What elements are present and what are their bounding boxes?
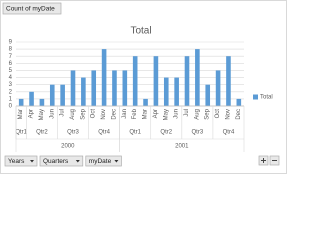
y-tick-label: 7 [9, 54, 13, 60]
dropdown-arrow [75, 160, 80, 163]
y-tick-label: 8 [9, 47, 13, 53]
legend-label: Total [260, 95, 273, 101]
bar [236, 98, 242, 106]
x-tick-label: Sep [80, 108, 86, 119]
x-tick-label: May [163, 109, 169, 120]
quarter-label: Qtr4 [98, 130, 110, 136]
quarter-label: Qtr2 [36, 130, 48, 136]
x-tick-label: Aug [194, 109, 200, 120]
bar [226, 56, 231, 106]
bar [132, 56, 138, 106]
y-tick-label: 4 [9, 75, 13, 81]
field-button[interactable]: Quarters [39, 155, 84, 167]
x-tick-label: Jan [122, 109, 128, 119]
x-tick-label: Sep [205, 108, 211, 119]
y-tick-label: 6 [9, 61, 13, 67]
x-tick-label: Oct [215, 109, 221, 119]
x-tick-label: Dec [236, 109, 242, 120]
bar [143, 98, 148, 106]
chart-title: Total [130, 26, 151, 37]
bar [184, 56, 190, 106]
bar [29, 91, 34, 106]
year-label: 2000 [61, 144, 75, 150]
x-tick-label: Aug [70, 109, 76, 120]
x-tick-label: Mar [18, 109, 24, 119]
field-button-box [85, 155, 122, 167]
x-tick-label: Jul [184, 109, 190, 117]
chart-area [0, 0, 287, 174]
bar [18, 98, 24, 106]
x-tick-label: Jun [49, 109, 55, 119]
legend-swatch [253, 94, 258, 100]
x-tick-label: Mar [143, 109, 149, 119]
x-tick-label: Jun [174, 109, 180, 119]
page: Count of myDate Total Years Quarters myDat… [0, 0, 288, 175]
x-tick-label: Oct [91, 109, 97, 119]
x-tick-label: Nov [101, 109, 107, 120]
bar [112, 70, 117, 106]
year-label: 2001 [175, 144, 189, 150]
y-tick-label: 3 [9, 82, 13, 88]
bar [101, 49, 107, 106]
field-button-box [39, 155, 84, 167]
x-tick-label: Dec [111, 109, 117, 120]
bar [81, 77, 86, 106]
quarter-label: Qtr1 [15, 130, 27, 136]
value-button-box [2, 2, 62, 15]
x-tick-label: Apr [29, 109, 35, 118]
chart: Count of myDate Total Years Quarters myDat… [0, 0, 287, 174]
x-tick-label: Feb [132, 108, 138, 119]
field-button[interactable]: Years [4, 155, 38, 167]
quarter-label: Qtr2 [160, 130, 172, 136]
y-tick-label: 9 [9, 40, 13, 46]
y-tick-label: 5 [9, 68, 13, 74]
bar [153, 56, 159, 106]
field-button-label: Quarters [43, 158, 69, 165]
quarter-label: Qtr1 [129, 130, 141, 136]
bar [91, 70, 97, 106]
bar [70, 70, 76, 106]
x-tick-label: Jul [60, 109, 66, 117]
quarter-label: Qtr3 [192, 130, 204, 136]
plus-icon [261, 158, 266, 163]
bar [215, 70, 221, 106]
dropdown-arrow [114, 160, 119, 163]
bar [49, 84, 55, 106]
bar [205, 84, 211, 106]
field-button-box [4, 155, 38, 167]
value-button[interactable]: Count of myDate [2, 2, 62, 15]
value-button-label: Count of myDate [6, 6, 55, 13]
quarter-label: Qtr4 [223, 130, 235, 136]
x-tick-label: Nov [225, 109, 231, 120]
bar [195, 49, 200, 106]
bar [122, 70, 128, 106]
x-tick-label: Apr [153, 109, 159, 118]
y-tick-label: 0 [9, 104, 13, 110]
field-button-label: Years [8, 158, 25, 165]
field-button[interactable]: myDate [85, 155, 122, 167]
quarter-label: Qtr3 [67, 130, 79, 136]
y-tick-label: 1 [9, 96, 13, 102]
bar [39, 98, 45, 106]
x-tick-label: May [39, 109, 45, 120]
bar [174, 77, 179, 106]
bar [163, 77, 169, 106]
field-button-label: myDate [89, 158, 112, 165]
y-tick-label: 2 [9, 89, 13, 95]
dropdown-arrow [30, 160, 34, 163]
zoom-buttons[interactable] [258, 155, 280, 166]
bar [60, 84, 65, 106]
